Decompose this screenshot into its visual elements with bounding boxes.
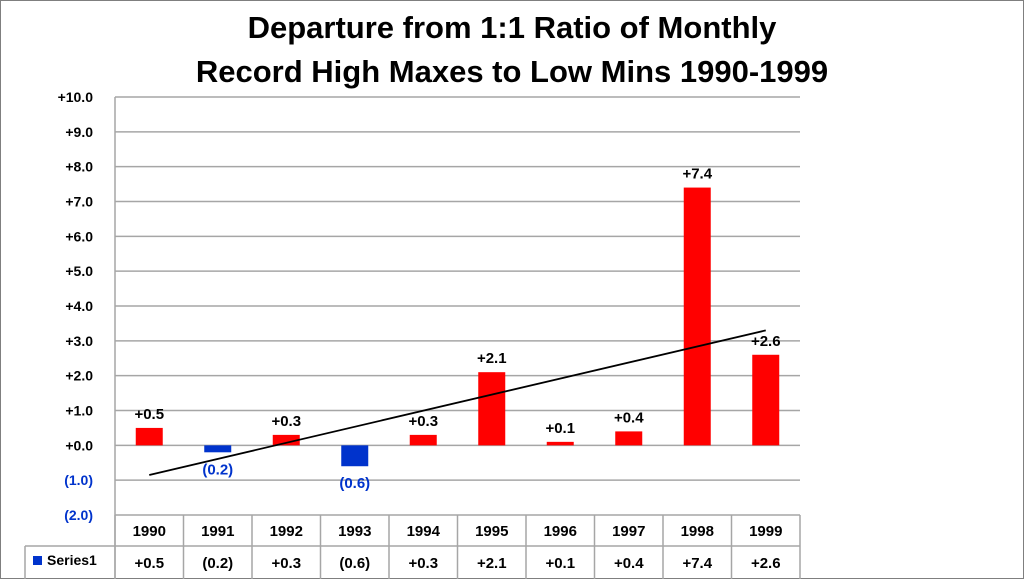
x-category-label: 1997 <box>612 523 645 540</box>
x-category-label: 1995 <box>475 523 508 540</box>
data-label-1992: +0.3 <box>271 413 301 430</box>
table-value: (0.6) <box>339 555 370 572</box>
x-category-label: 1993 <box>338 523 371 540</box>
bar-1999 <box>752 354 780 446</box>
y-tick-label: +1.0 <box>65 403 93 419</box>
data-label-1990: +0.5 <box>134 406 164 423</box>
data-label-1995: +2.1 <box>477 350 507 367</box>
y-tick-label: +10.0 <box>58 89 94 105</box>
data-label-1999: +2.6 <box>751 333 781 350</box>
data-label-1998: +7.4 <box>682 166 712 183</box>
trendline <box>149 329 766 476</box>
table-value: +0.3 <box>271 555 301 572</box>
bar-1992 <box>272 434 300 446</box>
x-category-label: 1994 <box>407 523 441 540</box>
data-label-1994: +0.3 <box>408 413 438 430</box>
chart-title-line-1: Departure from 1:1 Ratio of Monthly <box>247 10 777 45</box>
x-category-label: 1998 <box>681 523 714 540</box>
legend-swatch <box>33 556 42 565</box>
y-tick-label: +4.0 <box>65 298 93 314</box>
x-category-label: 1990 <box>133 523 166 540</box>
bar-1997 <box>615 431 643 446</box>
table-value: +2.1 <box>477 555 507 572</box>
y-tick-label: +0.0 <box>65 437 93 453</box>
x-category-label: 1996 <box>544 523 577 540</box>
data-label-1991: (0.2) <box>202 461 233 478</box>
y-tick-label: (2.0) <box>64 507 93 523</box>
y-tick-label: +8.0 <box>65 159 93 175</box>
bar-1995 <box>478 372 506 446</box>
bar-1996 <box>546 441 574 446</box>
x-category-label: 1992 <box>270 523 303 540</box>
bar-1991 <box>204 445 232 453</box>
y-tick-label: +2.0 <box>65 368 93 384</box>
data-label-1997: +0.4 <box>614 409 644 426</box>
legend-series-name: Series1 <box>47 552 97 568</box>
y-tick-label: +5.0 <box>65 263 93 279</box>
table-value: +0.4 <box>614 555 644 572</box>
y-tick-label: +3.0 <box>65 333 93 349</box>
bar-1998 <box>683 187 711 446</box>
y-tick-label: +6.0 <box>65 228 93 244</box>
chart-title-line-2: Record High Maxes to Low Mins 1990-1999 <box>195 54 829 89</box>
y-tick-label: (1.0) <box>64 472 93 488</box>
y-tick-label: +9.0 <box>65 124 93 140</box>
x-category-label: 1991 <box>201 523 234 540</box>
bar-1993 <box>341 445 369 467</box>
table-value: +0.1 <box>545 555 575 572</box>
data-label-1996: +0.1 <box>545 420 575 437</box>
table-value: +2.6 <box>751 555 781 572</box>
table-value: +0.5 <box>134 555 164 572</box>
bar-1990 <box>135 427 163 446</box>
data-label-1993: (0.6) <box>339 475 370 492</box>
table-value: +0.3 <box>408 555 438 572</box>
bar-1994 <box>409 434 437 446</box>
table-value: (0.2) <box>202 555 233 572</box>
table-value: +7.4 <box>682 555 712 572</box>
x-category-label: 1999 <box>749 523 782 540</box>
y-tick-label: +7.0 <box>65 194 93 210</box>
